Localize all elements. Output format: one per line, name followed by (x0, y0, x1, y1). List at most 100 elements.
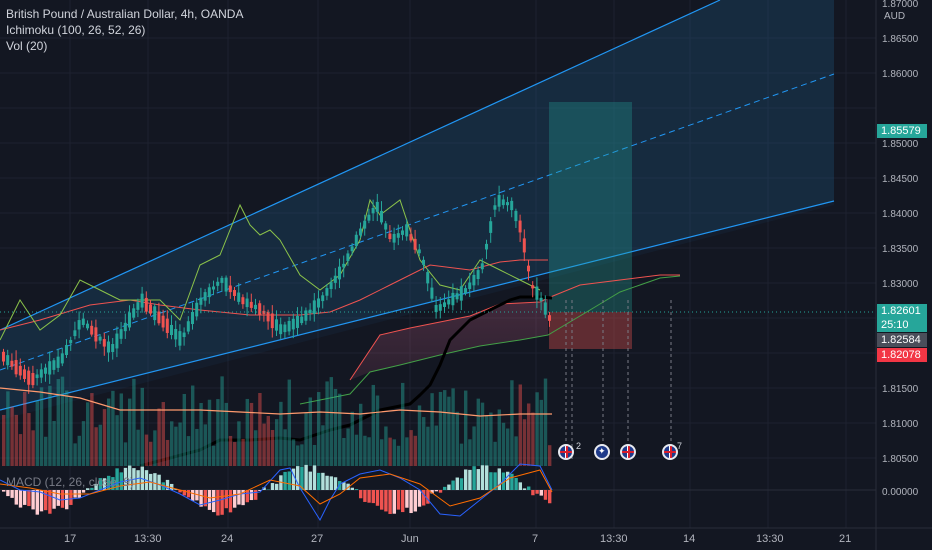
price-label: 1.83500 (882, 244, 919, 255)
time-label: 14 (683, 533, 695, 545)
ichimoku-legend[interactable]: Ichimoku (100, 26, 52, 26) (6, 23, 146, 37)
macd-histogram-bar (140, 466, 144, 490)
channel-fill (0, 0, 834, 410)
volume-bar (472, 426, 476, 466)
volume-bar (111, 390, 115, 466)
volume-bar (245, 398, 249, 466)
time-axis[interactable]: 17 13:30 24 27 Jun 7 13:30 14 13:30 21 (64, 533, 851, 545)
candle-body (346, 253, 350, 261)
candle-body (199, 297, 203, 305)
uk-flag-icon[interactable] (662, 444, 678, 460)
volume-bar (174, 426, 178, 466)
event-count-badge: 2 (576, 441, 582, 451)
macd-histogram-bar (270, 483, 275, 490)
price-label: 1.86500 (882, 34, 919, 45)
symbol-title[interactable]: British Pound / Australian Dollar, 4h, O… (6, 7, 244, 21)
candle-body (245, 298, 249, 308)
volume-legend[interactable]: Vol (20) (6, 39, 48, 53)
volume-bar (249, 402, 254, 466)
volume-bar (212, 445, 216, 466)
macd-histogram-bar (10, 490, 14, 498)
volume-bar (405, 437, 409, 466)
target-zone[interactable] (549, 102, 632, 312)
candle-body (317, 298, 320, 308)
volume-bar (514, 436, 518, 466)
uk-flag-icon[interactable] (620, 444, 636, 460)
candles[interactable] (2, 185, 551, 394)
macd-histogram-bar (186, 490, 191, 498)
macd-histogram-bar (443, 486, 447, 490)
macd-histogram-bar (350, 487, 354, 490)
macd-histogram-bar (392, 490, 396, 514)
volume-bar (531, 412, 535, 466)
macd-histogram-bar (548, 490, 552, 504)
volume-bar (333, 388, 338, 466)
macd-histogram-bar (18, 490, 23, 508)
candle-body (39, 369, 43, 378)
macd-histogram-bar (485, 465, 489, 490)
bar-countdown-tag: 25:10 (877, 318, 927, 332)
volume-bar (518, 384, 522, 466)
volume-bar (401, 382, 405, 466)
volume-bar (60, 376, 65, 466)
macd-histogram-bar (296, 466, 300, 490)
volume-bar (396, 445, 401, 466)
uk-flag-icon[interactable] (558, 444, 574, 460)
volume-bar (199, 403, 203, 466)
volume-bar (203, 424, 207, 466)
volume-bar (73, 443, 77, 466)
tenkan-line (139, 295, 553, 468)
time-label: 24 (221, 533, 233, 545)
candle-body (102, 339, 106, 347)
volume-bar (107, 398, 111, 466)
candle-body (321, 295, 325, 302)
macd-histogram-bar (249, 490, 254, 501)
price-axis[interactable]: 1.87000 AUD 1.86500 1.86000 1.85000 1.84… (882, 0, 919, 498)
volume-bar (539, 399, 543, 466)
macd-histogram-bar (23, 490, 27, 505)
candle-body (270, 313, 274, 329)
au-flag-icon[interactable] (594, 444, 610, 460)
macd-histogram-bar (237, 490, 241, 505)
candle-body (413, 238, 417, 250)
volume-bar (86, 402, 90, 466)
macd-histogram-bar (363, 490, 367, 502)
volume-bar (300, 444, 304, 466)
candle-body (392, 233, 396, 243)
macd-line (0, 463, 553, 522)
volume-bar (413, 435, 417, 466)
volume-bar (501, 422, 506, 466)
macd-histogram-bar (115, 468, 119, 490)
regression-channel[interactable] (0, 0, 835, 420)
macd-legend[interactable]: MACD (12, 26, close, 9) (6, 475, 135, 489)
candle-body (31, 373, 35, 386)
volume-bar (430, 393, 434, 466)
macd-histogram-bar (233, 490, 237, 508)
volume-bar (346, 428, 350, 466)
volume-bar (6, 391, 10, 466)
channel-lower-line[interactable] (0, 200, 835, 411)
volume-bar (115, 415, 119, 466)
volume-bar (182, 393, 186, 466)
candle-body (157, 311, 161, 324)
macd-histogram-bar (539, 490, 543, 496)
macd-histogram-bar (405, 490, 409, 508)
position-tool[interactable] (549, 102, 632, 349)
volume-bar (543, 378, 548, 466)
volume-bar (270, 429, 275, 466)
macd-histogram-bar (375, 490, 380, 506)
macd-histogram-bar (199, 490, 203, 507)
macd-histogram-bar (422, 490, 426, 506)
macd-histogram-bar (98, 478, 102, 490)
volume-bar (136, 429, 140, 466)
time-label: 13:30 (756, 533, 784, 545)
volume-bar (354, 434, 359, 466)
volume-bar (69, 397, 73, 466)
channel-mid-line[interactable] (0, 73, 835, 371)
channel-upper-line[interactable] (0, 0, 721, 331)
macd-histogram-bar (245, 490, 249, 503)
macd-histogram-bar (216, 490, 220, 516)
candle-body (350, 246, 354, 252)
stop-zone[interactable] (549, 312, 632, 349)
